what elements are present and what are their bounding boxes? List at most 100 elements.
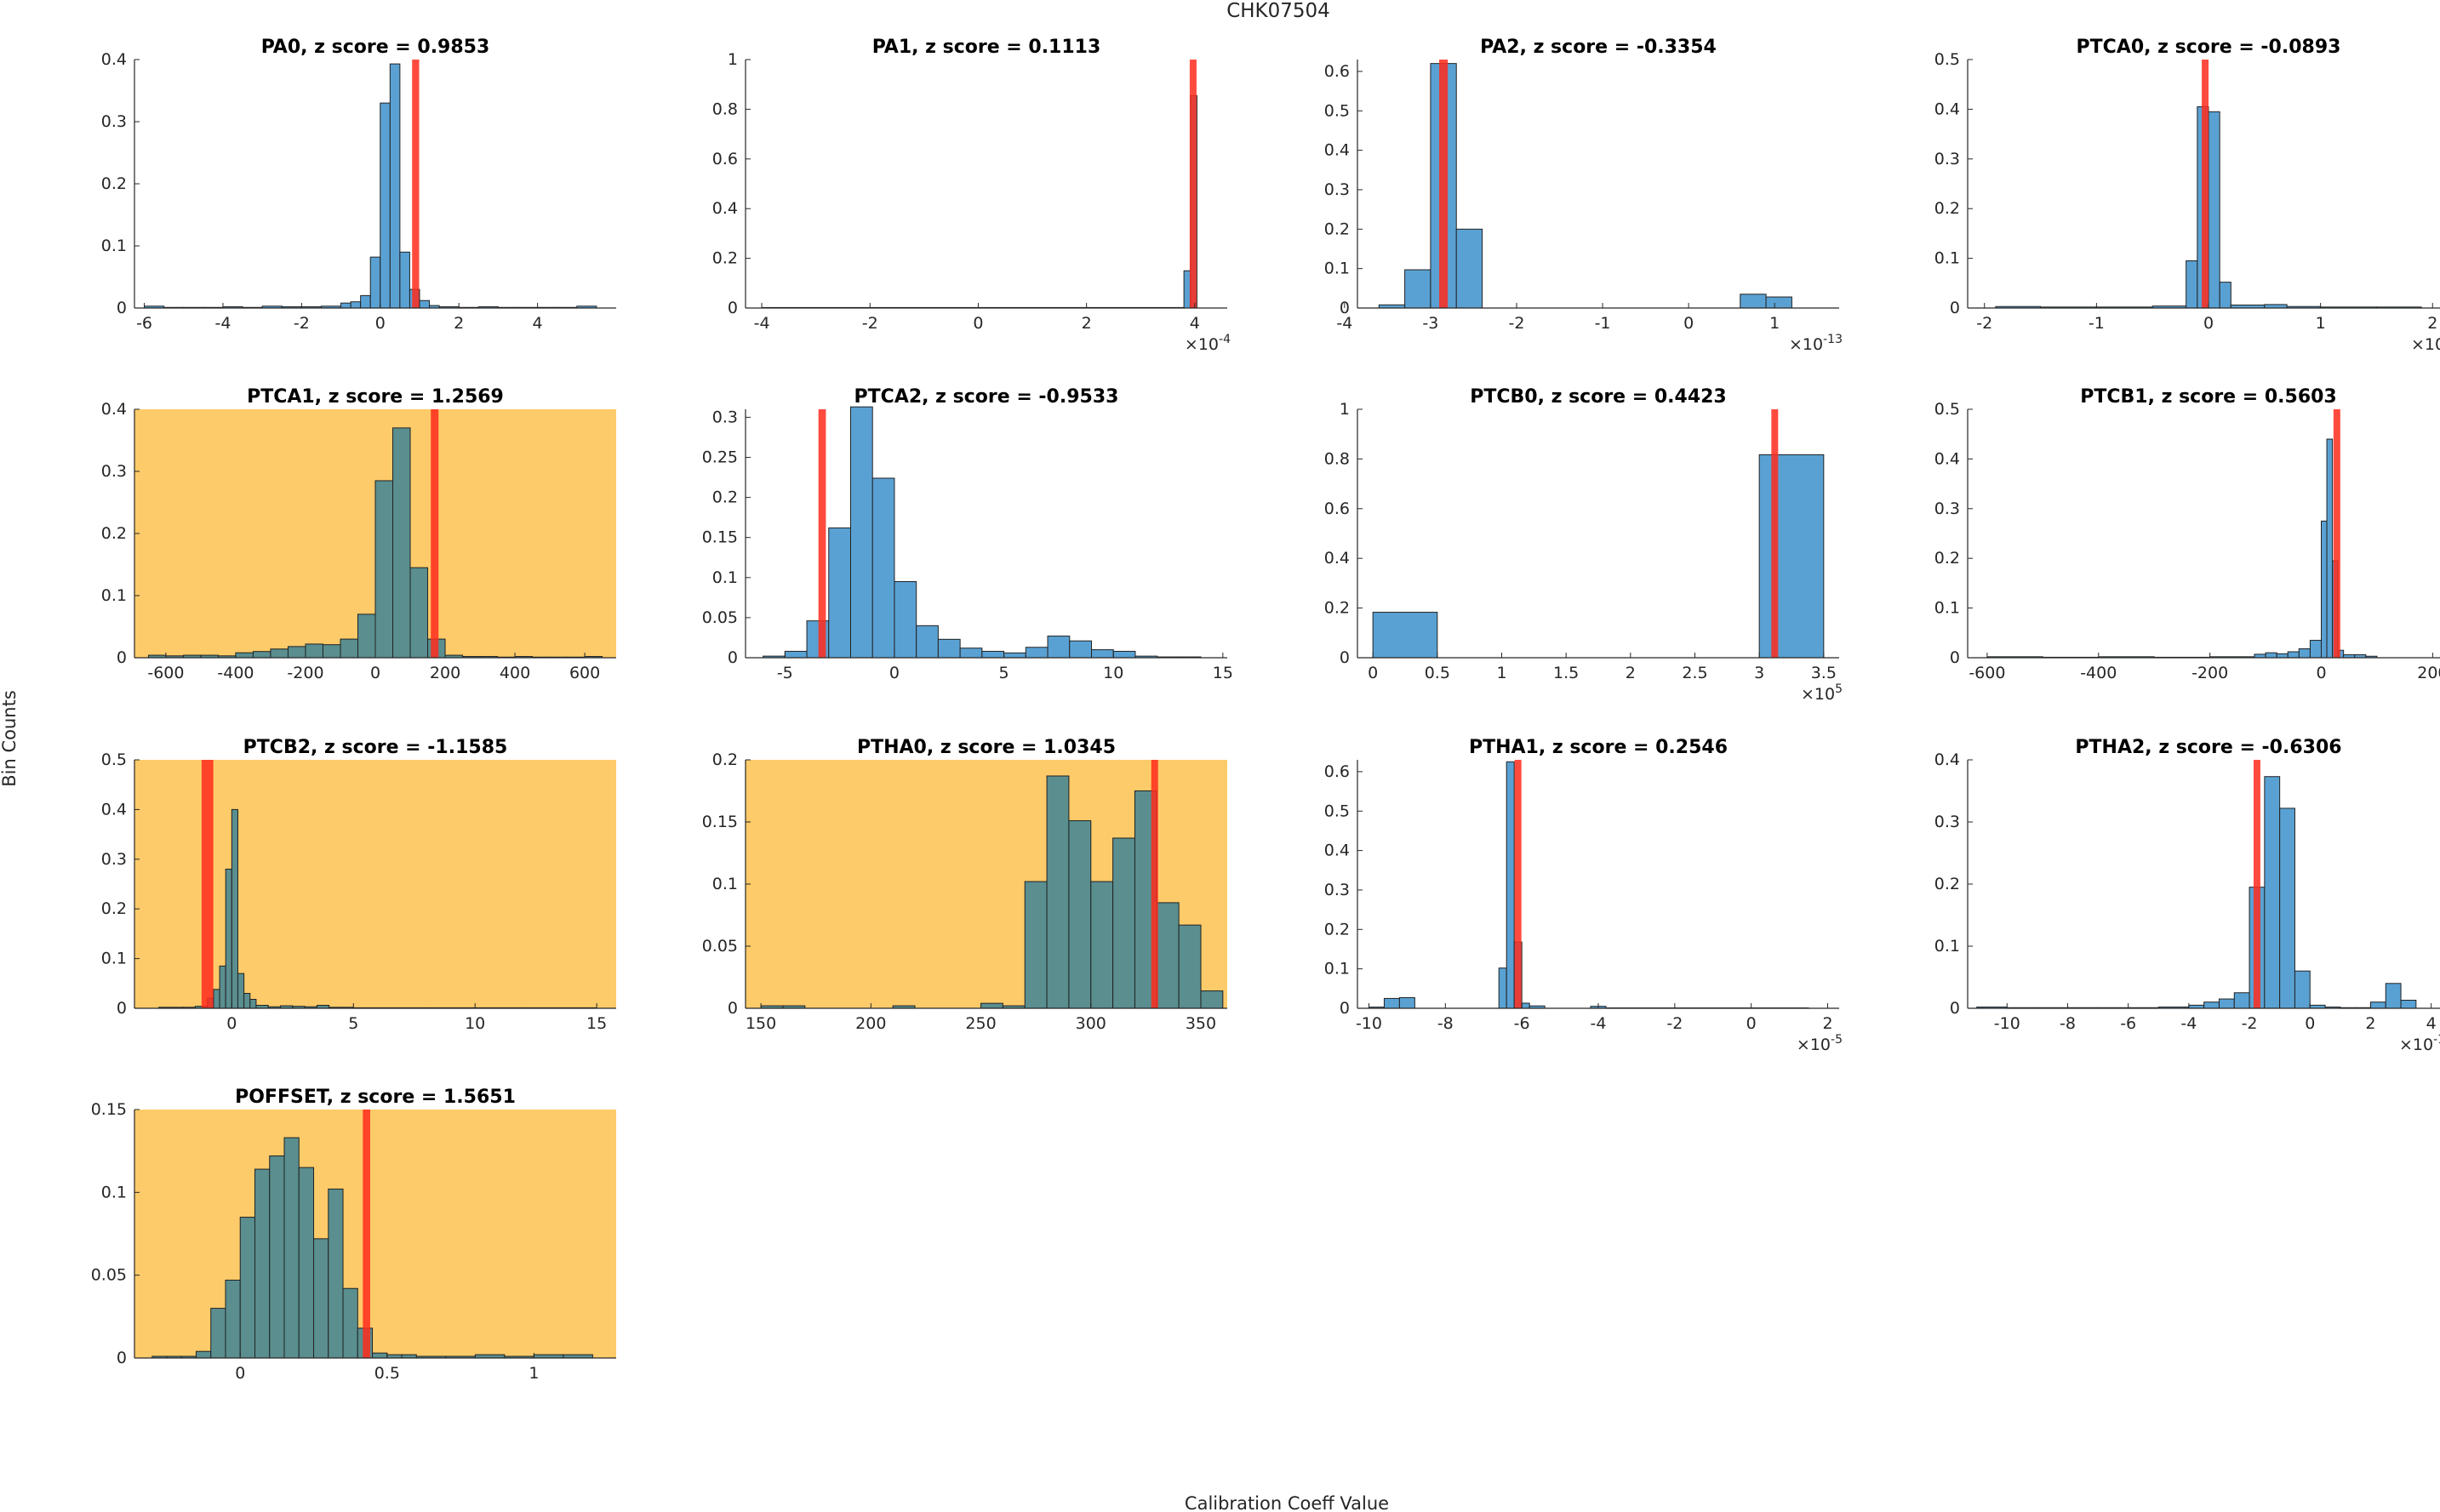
histogram-bar (1178, 924, 1202, 1009)
subplot-4: 0 0.1 0.2 0.3 0.4 -600 -400 -200 0 200 400 600 PTCA1… (101, 386, 616, 682)
subplot-title: PTHA1, z score = 0.2546 (1469, 737, 1728, 758)
histogram-bar (357, 613, 376, 659)
y-tick-label: 0.05 (702, 608, 738, 627)
x-tick-label: 0 (1368, 664, 1378, 682)
x-tick-label: 2 (1082, 314, 1092, 333)
histogram-bar (2233, 992, 2250, 1009)
histogram-bar (249, 998, 257, 1009)
subplot-title: PTHA2, z score = -0.6306 (2075, 737, 2341, 758)
y-tick-label: 0.15 (91, 1100, 127, 1119)
subplot-9: 0 0.05 0.1 0.15 0.2 150 200 250 300 350 PTHA0, z s… (702, 737, 1227, 1033)
y-tick-label: 0.4 (1934, 449, 1960, 468)
x-tick-label: 400 (500, 664, 530, 682)
y-tick-label: 0.1 (1934, 249, 1960, 268)
histogram-bar (369, 256, 381, 309)
x-tick-label: -2 (1976, 314, 1992, 333)
x-tick-label: 0 (889, 664, 900, 682)
histogram-bar (252, 651, 271, 659)
x-tick-label: 0 (375, 314, 386, 333)
y-tick-label: 0.2 (101, 174, 127, 193)
histogram-bar (340, 638, 358, 659)
histogram-bar (313, 1238, 329, 1359)
x-tick-label: -1 (1595, 314, 1611, 333)
subplot-2: 00.10.20.30.40.50.6-4 -3 -2 -1 0 1×10-13PA2, … (1324, 37, 1843, 354)
x-tick-label: 4 (2426, 1014, 2437, 1033)
y-tick-label: 0.6 (1324, 499, 1350, 518)
histogram-bar (1383, 997, 1400, 1009)
histogram-bar (254, 1168, 271, 1359)
x-tick-label: 350 (1186, 1014, 1216, 1033)
x-tick-label: 3.5 (1811, 664, 1837, 682)
histogram-bar (2287, 651, 2300, 659)
x-tick-label: 2.5 (1682, 664, 1707, 682)
x-tick-label: -2 (862, 314, 878, 333)
axis-exponent-label: ×105 (1801, 682, 1843, 704)
x-tick-label: 2 (454, 314, 464, 333)
subplot-6: 0 0.2 0.4 0.6 0.8 1 0 0.5 1 1.5 2 2.5 3 3.5×105 PTCB0,… (1324, 386, 1843, 704)
x-tick-label: 1 (2316, 314, 2326, 333)
y-tick-label: 0 (117, 999, 127, 1018)
histogram-bar (849, 406, 873, 659)
y-tick-label: 0.2 (101, 524, 127, 543)
current-value-marker (1771, 409, 1779, 658)
y-tick-label: 0.6 (1324, 762, 1350, 781)
y-tick-label: 0.5 (101, 750, 127, 769)
subplot-10: 0 0.1 0.2 0.3 0.4 0.5 0.6 -10 -8 -6 -4 -2 0 2×10-5 PTH… (1324, 737, 1843, 1054)
y-tick-label: 0.15 (702, 528, 738, 547)
y-tick-label: 0.1 (101, 950, 127, 968)
y-tick-label: 0.3 (712, 408, 738, 426)
y-tick-label: 0.4 (101, 400, 127, 419)
y-tick-label: 1 (728, 50, 738, 69)
histogram-bar (305, 643, 323, 659)
y-tick-label: 0.4 (101, 800, 127, 819)
histogram-bar (1455, 228, 1483, 309)
y-tick-label: 0.5 (1934, 400, 1960, 419)
subplot-title: PA0, z score = 0.9853 (261, 37, 490, 58)
current-value-marker (1189, 60, 1197, 308)
histogram-bar (959, 648, 983, 659)
histogram-bar (243, 992, 251, 1009)
x-tick-label: -2 (1509, 314, 1525, 333)
histogram-bar (784, 650, 808, 659)
histogram-bar (1404, 269, 1431, 309)
x-tick-label: -600 (1969, 664, 2005, 682)
x-tick-label: 0 (226, 1014, 237, 1033)
subplot-5: 0 0.05 0.1 0.15 0.2 0.25 0.3 -5 0 5 10 15 PTCA2, z s… (702, 386, 1233, 682)
current-value-marker (412, 60, 420, 308)
y-tick-label: 0.3 (101, 850, 127, 869)
x-tick-label: 200 (855, 1014, 886, 1033)
x-tick-label: 1 (529, 1364, 539, 1383)
x-tick-label: 2 (1822, 1014, 1832, 1033)
subplot-title: PTCA1, z score = 1.2569 (247, 386, 504, 408)
histogram-bar (2279, 807, 2295, 1009)
x-tick-label: 5 (999, 664, 1009, 682)
current-value-marker (1151, 760, 1158, 1008)
y-tick-label: 0.2 (712, 488, 738, 507)
x-tick-label: 3 (1754, 664, 1764, 682)
y-tick-label: 0 (728, 299, 738, 317)
y-tick-label: 0.2 (1934, 549, 1960, 568)
axis-exponent-label: ×105 (2411, 333, 2440, 354)
axis-exponent-label: ×10-5 (1797, 1033, 1843, 1054)
current-value-marker (201, 760, 214, 1008)
y-tick-label: 0.1 (712, 568, 738, 587)
x-tick-label: 1 (1769, 314, 1780, 333)
histogram-bar (1047, 636, 1071, 659)
y-tick-label: 0.2 (712, 750, 738, 769)
y-tick-label: 0.6 (1324, 62, 1350, 81)
y-tick-label: 0.5 (1324, 101, 1350, 120)
histogram-bar (1046, 775, 1070, 1009)
x-tick-label: -6 (136, 314, 152, 333)
y-tick-label: 0.8 (712, 100, 738, 118)
x-tick-label: -200 (287, 664, 323, 682)
x-tick-label: 4 (533, 314, 543, 333)
histogram-bar (2264, 304, 2288, 309)
y-tick-label: 0 (728, 648, 738, 667)
y-tick-label: 0.4 (1934, 750, 1960, 769)
histogram-bar (2265, 652, 2277, 659)
subplot-grid: 0 0.1 0.2 0.3 0.4 -6 -4 -2 0 2 4 PA0, z score = 0.9… (91, 37, 2440, 1383)
x-tick-label: 5 (348, 1014, 358, 1033)
x-tick-label: -6 (1514, 1014, 1530, 1033)
x-tick-label: -600 (147, 664, 184, 682)
histogram-bar (213, 989, 220, 1009)
